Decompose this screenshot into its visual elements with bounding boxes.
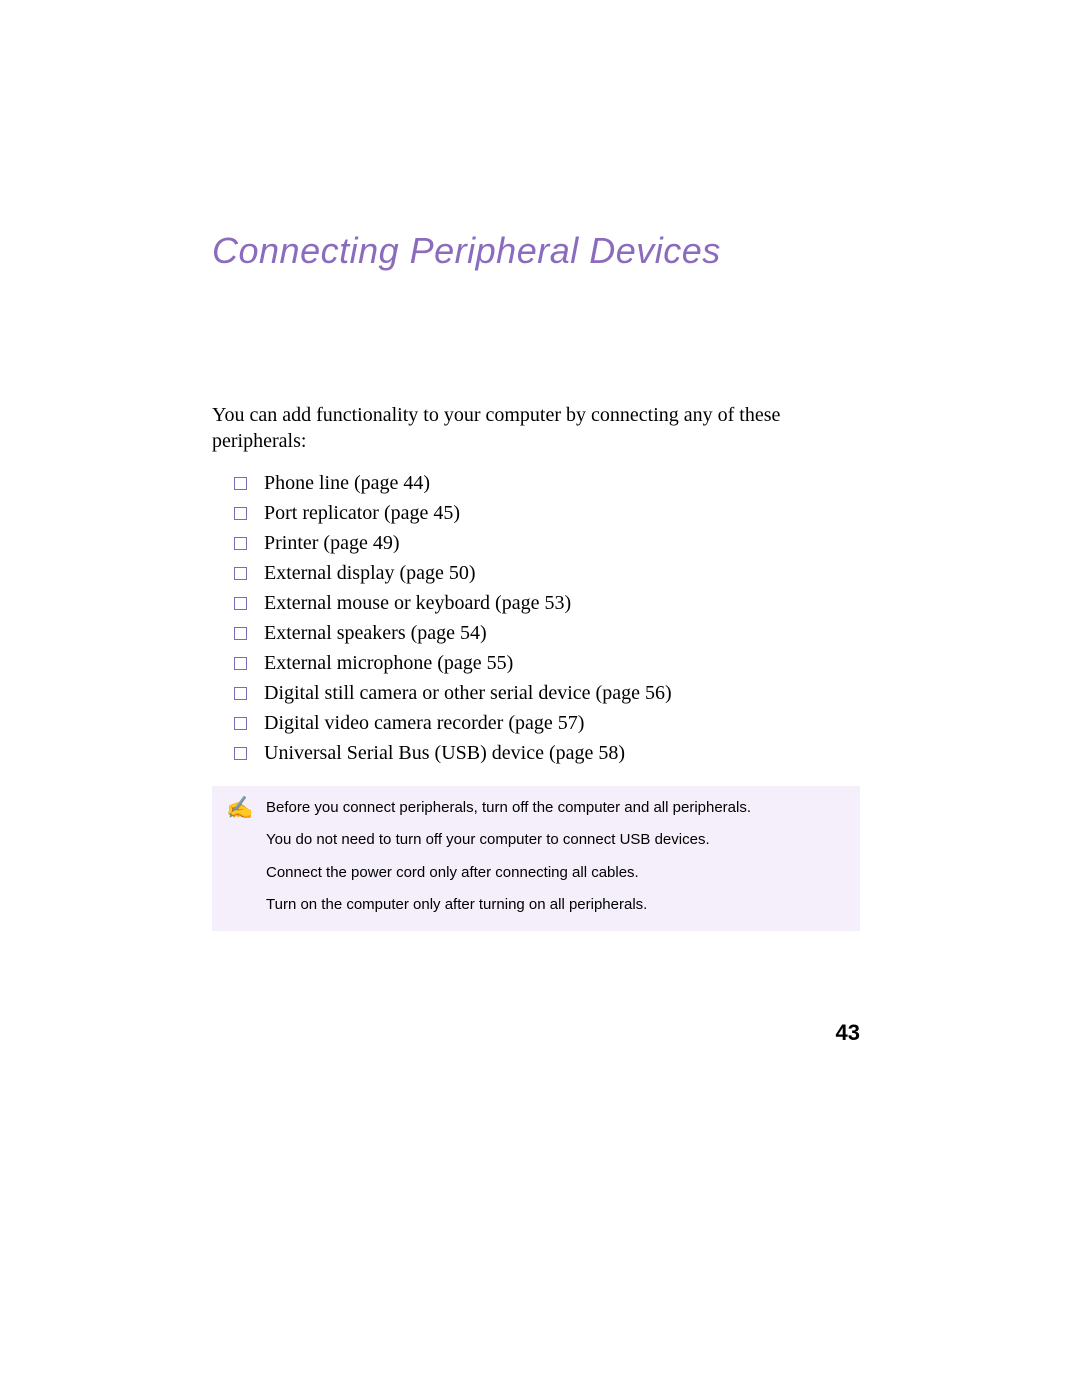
list-item: Printer (page 49) xyxy=(234,528,860,558)
note-line: Before you connect peripherals, turn off… xyxy=(266,798,840,818)
list-item: External mouse or keyboard (page 53) xyxy=(234,588,860,618)
list-item: External microphone (page 55) xyxy=(234,648,860,678)
page-number: 43 xyxy=(836,1020,860,1046)
intro-paragraph: You can add functionality to your comput… xyxy=(212,402,860,454)
list-item: Port replicator (page 45) xyxy=(234,498,860,528)
page-title: Connecting Peripheral Devices xyxy=(212,230,860,272)
list-item: External speakers (page 54) xyxy=(234,618,860,648)
list-item: Universal Serial Bus (USB) device (page … xyxy=(234,738,860,768)
note-line: You do not need to turn off your compute… xyxy=(266,830,840,850)
document-page: Connecting Peripheral Devices You can ad… xyxy=(0,0,1080,1397)
note-box: ✍ Before you connect peripherals, turn o… xyxy=(212,786,860,931)
list-item: Digital still camera or other serial dev… xyxy=(234,678,860,708)
list-item: Digital video camera recorder (page 57) xyxy=(234,708,860,738)
peripheral-list: Phone line (page 44) Port replicator (pa… xyxy=(212,468,860,768)
list-item: Phone line (page 44) xyxy=(234,468,860,498)
note-line: Turn on the computer only after turning … xyxy=(266,895,840,915)
note-icon: ✍ xyxy=(226,795,253,821)
list-item: External display (page 50) xyxy=(234,558,860,588)
note-line: Connect the power cord only after connec… xyxy=(266,863,840,883)
